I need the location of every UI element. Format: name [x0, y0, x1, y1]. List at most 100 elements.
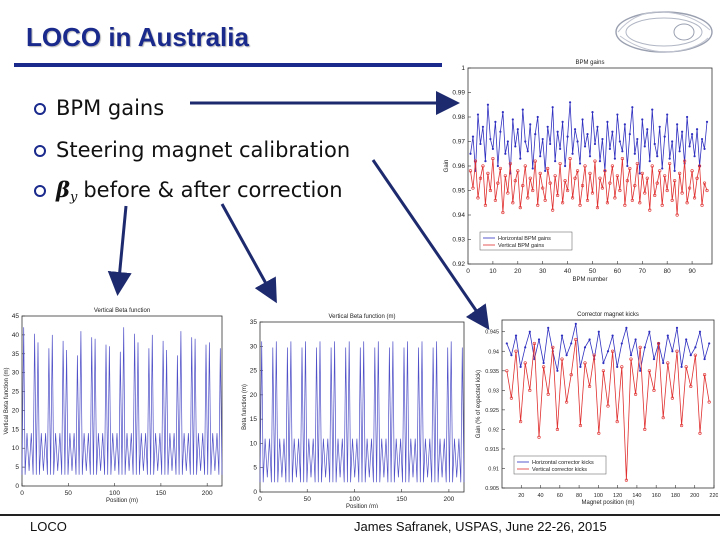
data-point	[523, 164, 527, 168]
data-point	[578, 162, 582, 165]
data-point	[602, 361, 605, 365]
data-point	[690, 169, 694, 173]
data-point	[629, 357, 633, 361]
data-point	[695, 176, 699, 180]
y-tick-label: 0.915	[485, 447, 499, 453]
x-tick-label: 80	[576, 493, 582, 499]
data-point	[658, 169, 662, 173]
data-point	[695, 128, 699, 131]
data-point	[583, 164, 587, 168]
data-point	[595, 206, 600, 210]
data-point	[628, 166, 632, 171]
data-point	[513, 179, 517, 183]
vertical-beta-after-chart: Vertical Beta function (m) 0 50 100 150 200 0 5…	[242, 314, 465, 508]
data-point	[521, 108, 524, 111]
data-point	[596, 125, 599, 128]
data-point	[673, 169, 676, 172]
data-point	[658, 125, 661, 128]
data-point	[643, 427, 647, 431]
x-tick-label: 80	[664, 268, 672, 275]
x-tick-label: 100	[109, 490, 120, 497]
data-point	[705, 120, 709, 123]
x-axis-label: Position (m)	[106, 498, 138, 504]
data-point	[519, 365, 522, 368]
data-point	[618, 188, 622, 193]
y-tick-label: 25	[250, 368, 258, 375]
data-point	[569, 373, 573, 377]
y-tick-label: 35	[12, 351, 20, 358]
x-tick-label: 30	[539, 268, 547, 275]
data-point	[646, 128, 649, 131]
data-point	[643, 191, 647, 195]
data-point	[588, 338, 591, 341]
data-point	[519, 419, 523, 424]
x-tick-label: 0	[20, 490, 24, 497]
data-point	[586, 133, 589, 136]
x-tick-label: 150	[396, 496, 407, 503]
data-point	[546, 125, 549, 128]
data-point	[565, 354, 568, 357]
data-point	[692, 196, 697, 200]
data-point	[700, 137, 704, 141]
data-point	[555, 427, 560, 431]
data-point	[708, 342, 711, 345]
data-point	[661, 167, 664, 170]
y-tick-label: 0.925	[485, 408, 499, 414]
data-point	[636, 137, 639, 141]
data-point	[625, 179, 629, 183]
x-tick-label: 70	[639, 268, 647, 275]
legend-box	[513, 455, 607, 475]
y-tick-label: 0.91	[488, 466, 499, 472]
data-point	[574, 322, 577, 326]
data-point	[680, 191, 684, 195]
bullet-steering-magnet: Steering magnet calibration	[34, 138, 350, 162]
data-point	[588, 155, 592, 158]
corrector-kicks-chart: Corrector magnet kicks 20 40 60 80 100 120 140 1…	[476, 312, 718, 506]
data-point	[504, 152, 507, 155]
data-point	[519, 157, 522, 160]
y-tick-label: 0.945	[485, 330, 499, 336]
data-point	[643, 145, 646, 148]
data-point	[593, 159, 597, 163]
data-point	[597, 330, 600, 333]
data-point	[541, 137, 544, 141]
data-point	[570, 342, 573, 345]
vertical-beta-before-chart: Vertical Beta function 0 50 100 150 200 0 5 10 15…	[4, 308, 223, 504]
data-point	[531, 167, 534, 170]
y-tick-label: 0.92	[452, 261, 465, 268]
data-point	[578, 423, 583, 428]
data-point	[571, 152, 574, 155]
x-axis-label: BPM number	[572, 277, 607, 283]
bullet-marker	[34, 145, 46, 157]
data-point	[624, 478, 628, 482]
data-point	[600, 186, 605, 190]
data-point	[616, 365, 619, 368]
data-point	[621, 150, 624, 153]
data-point	[546, 166, 550, 171]
legend-entry: Horizontal BPM gains	[498, 236, 551, 242]
x-tick-label: 140	[632, 493, 641, 499]
data-point	[611, 130, 614, 133]
data-point	[521, 183, 525, 188]
y-tick-label: 15	[12, 426, 20, 433]
data-point	[560, 334, 564, 337]
data-point	[484, 160, 487, 163]
legend-entry: Horizontal corrector kicks	[532, 460, 594, 466]
series-line	[470, 158, 708, 216]
bullet-text: Steering magnet calibration	[56, 138, 351, 162]
legend-entry: Vertical corrector kicks	[532, 467, 587, 473]
data-point	[471, 135, 475, 138]
y-tick-label: 0.94	[488, 349, 499, 355]
data-point	[561, 120, 564, 123]
y-tick-label: 10	[250, 440, 258, 447]
data-point	[496, 181, 500, 185]
y-tick-label: 0.96	[452, 163, 465, 170]
x-tick-label: 40	[564, 268, 572, 275]
data-point	[666, 334, 669, 337]
data-point	[570, 196, 575, 200]
data-point	[638, 201, 642, 205]
data-point	[585, 198, 590, 202]
x-tick-label: 60	[557, 493, 563, 499]
y-tick-label: 25	[12, 389, 20, 396]
x-tick-label: 200	[690, 493, 699, 499]
